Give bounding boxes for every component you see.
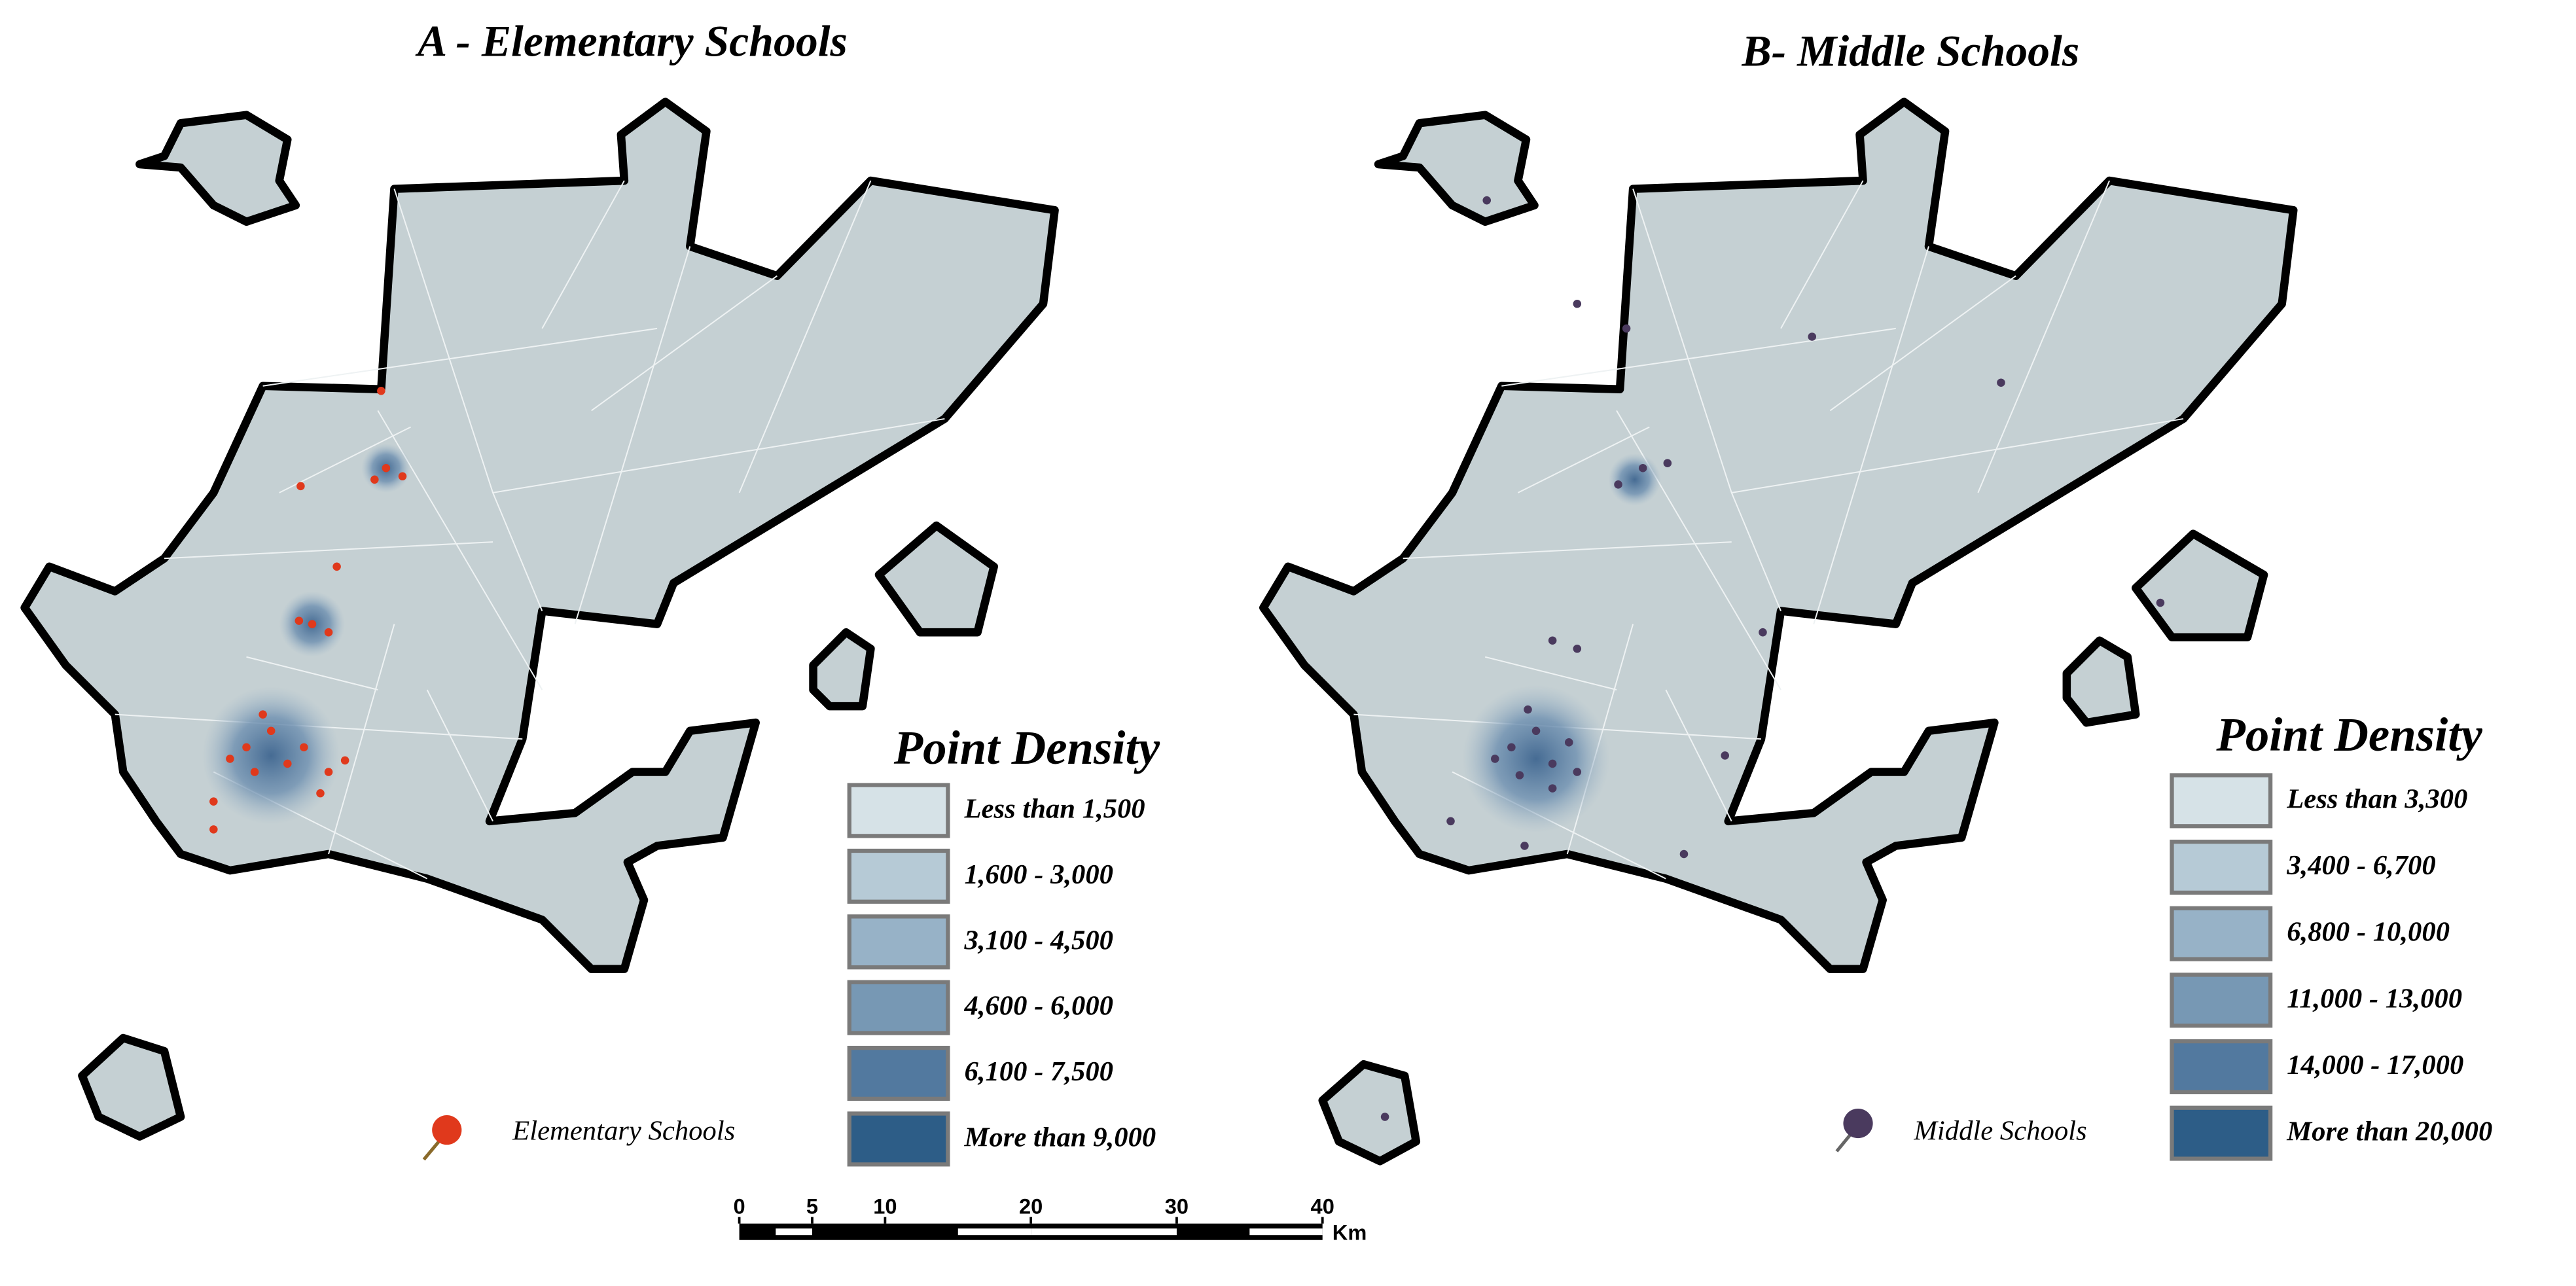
island bbox=[78, 1033, 185, 1141]
legend-swatch bbox=[2170, 840, 2273, 895]
legend-swatch bbox=[847, 980, 950, 1035]
legend-label: 14,000 - 17,000 bbox=[2287, 1050, 2463, 1081]
panel-title: A - Elementary Schools bbox=[415, 16, 848, 65]
point-legend-label: Middle Schools bbox=[1913, 1115, 2086, 1146]
island bbox=[809, 628, 875, 711]
island bbox=[1318, 1060, 1421, 1166]
legend-swatch bbox=[2170, 1105, 2273, 1161]
legend-swatch bbox=[2170, 1039, 2273, 1095]
legend-label: 4,600 - 6,000 bbox=[963, 991, 1113, 1022]
island bbox=[2131, 529, 2268, 641]
legend-label: More than 9,000 bbox=[963, 1122, 1156, 1152]
density-blob bbox=[1462, 685, 1610, 833]
scale-bar-segment bbox=[1031, 1228, 1177, 1236]
legend-swatch bbox=[847, 783, 950, 838]
pin-icon bbox=[1835, 1108, 1873, 1152]
legend-label: Less than 1,500 bbox=[963, 794, 1145, 825]
legend-swatch bbox=[847, 1111, 950, 1167]
legend-label: 11,000 - 13,000 bbox=[2287, 983, 2462, 1014]
point-legend-label: Elementary Schools bbox=[512, 1115, 735, 1146]
scale-unit: Km bbox=[1333, 1221, 1367, 1245]
scale-tick-label: 5 bbox=[806, 1194, 818, 1219]
scale-tick-label: 20 bbox=[1019, 1194, 1043, 1219]
scale-tick-label: 40 bbox=[1311, 1194, 1334, 1219]
legend-title: Point Density bbox=[2215, 708, 2482, 761]
scale-tick-label: 30 bbox=[1165, 1194, 1189, 1219]
legend-label: 3,400 - 6,700 bbox=[2286, 850, 2436, 881]
legend-swatch bbox=[847, 914, 950, 970]
panel-title: B- Middle Schools bbox=[1741, 26, 2079, 75]
legend-swatch bbox=[2170, 906, 2273, 961]
island bbox=[874, 521, 998, 637]
legend-swatch bbox=[2170, 973, 2273, 1028]
legend-label: 6,100 - 7,500 bbox=[964, 1056, 1113, 1087]
legend-label: 3,100 - 4,500 bbox=[963, 925, 1113, 956]
city-outline bbox=[1263, 102, 2293, 969]
scale-bar-segment bbox=[776, 1228, 812, 1236]
legend-swatch bbox=[847, 848, 950, 904]
density-blob bbox=[1608, 453, 1661, 506]
city-outline bbox=[25, 102, 1055, 969]
scale-bar-segment bbox=[957, 1228, 1031, 1236]
scale-bar-segment bbox=[1249, 1228, 1323, 1236]
legend-label: More than 20,000 bbox=[2286, 1116, 2492, 1147]
legend-label: 1,600 - 3,000 bbox=[964, 859, 1113, 890]
school-points bbox=[209, 387, 407, 834]
scale-tick-label: 0 bbox=[734, 1194, 745, 1219]
legend-title: Point Density bbox=[893, 721, 1160, 774]
school-points bbox=[1380, 196, 2165, 1121]
legend-swatch bbox=[2170, 773, 2273, 829]
pin-icon bbox=[422, 1115, 462, 1161]
legend-label: Less than 3,300 bbox=[2286, 783, 2467, 814]
density-blob bbox=[202, 687, 340, 825]
island bbox=[2062, 636, 2140, 727]
legend-swatch bbox=[847, 1045, 950, 1101]
scale-tick-label: 10 bbox=[873, 1194, 897, 1219]
legend-label: 6,800 - 10,000 bbox=[2287, 917, 2450, 948]
